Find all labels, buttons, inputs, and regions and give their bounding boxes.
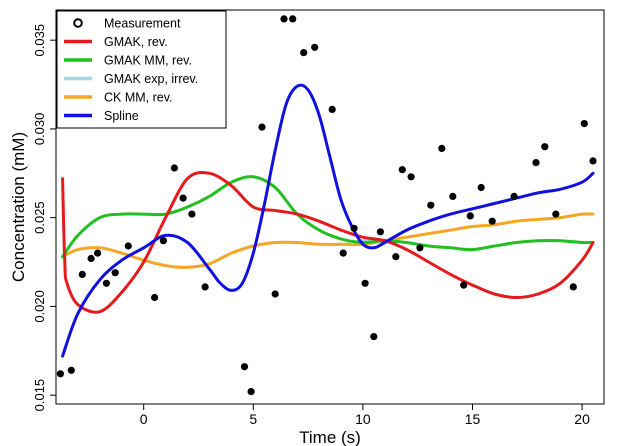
x-tick-label: 15: [465, 411, 481, 427]
measurement-point: [339, 249, 347, 257]
measurement-point: [589, 157, 597, 165]
measurement-point: [271, 290, 279, 298]
series-line: [61, 83, 595, 358]
x-tick-label: 5: [249, 411, 257, 427]
legend-label: Spline: [104, 109, 139, 123]
plot-frame: [55, 9, 605, 405]
measurement-point: [376, 228, 384, 236]
measurement-point: [449, 192, 457, 200]
measurement-point: [370, 333, 378, 341]
measurement-point: [151, 293, 159, 302]
legend: Measurement GMAK, rev. GMAK MM, rev. GMAK e…: [56, 10, 227, 129]
measurement-point: [569, 283, 577, 291]
legend-label: Measurement: [104, 17, 181, 31]
measurement-point: [159, 237, 167, 245]
measurement-point: [532, 159, 540, 167]
legend-swatch: [73, 18, 83, 28]
y-tick-label: 0.035: [32, 24, 47, 57]
measurement-point: [87, 254, 95, 263]
measurement-point: [179, 194, 187, 202]
series-layer: [61, 83, 595, 358]
legend-box: [56, 10, 227, 129]
measurement-point: [350, 224, 358, 232]
y-axis-title: Concentration (mM): [9, 132, 28, 282]
measurement-point: [541, 143, 549, 151]
legend-label: GMAK, rev.: [104, 35, 168, 49]
series-line: [61, 175, 595, 259]
measurement-point: [398, 166, 406, 174]
measurement-point: [94, 249, 102, 257]
measurement-point: [280, 15, 288, 23]
y-tick-label: 0.025: [32, 201, 47, 234]
legend-label: CK MM, rev.: [104, 91, 173, 105]
measurement-point: [438, 144, 446, 152]
measurement-point: [170, 164, 178, 172]
measurement-point: [56, 370, 64, 378]
y-tick-label: 0.030: [32, 113, 47, 146]
series-line: [61, 170, 595, 314]
measurement-point: [201, 283, 209, 291]
measurement-point: [427, 201, 435, 209]
measurement-points: [56, 15, 597, 396]
axes: 0 5 10 15 20 0.015 0.020 0.025 0.030 0.035: [32, 24, 590, 427]
measurement-point: [300, 49, 308, 57]
legend-label: GMAK exp, irrev.: [104, 72, 198, 86]
measurement-point: [488, 217, 496, 225]
x-tick-label: 0: [140, 411, 148, 427]
measurement-point: [289, 15, 297, 23]
x-axis-title: Time (s): [299, 428, 361, 446]
measurement-point: [407, 173, 415, 181]
y-tick-label: 0.015: [32, 379, 47, 412]
measurement-point: [416, 244, 424, 252]
measurement-point: [124, 242, 132, 250]
measurement-point: [460, 281, 468, 289]
measurement-point: [466, 212, 474, 220]
measurement-point: [188, 210, 196, 218]
measurement-point: [78, 270, 86, 278]
measurement-point: [328, 105, 336, 113]
measurement-point: [392, 253, 400, 261]
measurement-point: [258, 123, 266, 131]
x-tick-label: 20: [574, 411, 590, 427]
measurement-point: [247, 388, 255, 396]
measurement-point: [311, 43, 319, 51]
measurement-point: [361, 279, 369, 287]
legend-label: GMAK MM, rev.: [104, 54, 192, 68]
measurement-point: [477, 183, 485, 192]
x-tick-label: 10: [355, 411, 371, 427]
measurement-point: [580, 120, 588, 128]
measurement-point: [102, 279, 110, 287]
measurement-point: [240, 363, 249, 371]
measurement-point: [67, 366, 75, 374]
measurement-point: [510, 192, 518, 200]
measurement-point: [111, 269, 119, 277]
measurement-point: [552, 210, 560, 218]
y-tick-label: 0.020: [32, 290, 47, 323]
